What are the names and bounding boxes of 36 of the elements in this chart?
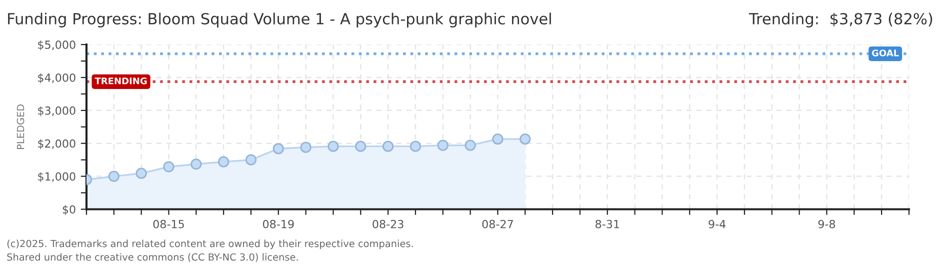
text: Shared under the creative commons (CC BY-NC 3.0) license.	[7, 253, 298, 262]
ref-line-label: GOAL	[872, 50, 899, 56]
point	[520, 134, 531, 145]
y-tick-label: $3,000	[38, 106, 76, 116]
point	[464, 140, 476, 151]
point	[218, 156, 230, 168]
y-tick-label: $2,000	[38, 139, 76, 150]
y-axis-title: PLEDGED	[16, 104, 24, 149]
x-tick-label: 08-27	[482, 220, 513, 228]
point	[245, 154, 257, 166]
x-tick-label: 08-15	[153, 220, 184, 228]
point	[437, 140, 448, 151]
x-tick-label: 08-19	[262, 220, 294, 228]
point	[190, 158, 202, 170]
point	[136, 168, 147, 179]
point	[163, 161, 174, 172]
y-tick-label: $0	[62, 205, 76, 216]
text: (c)2025. Trademarks and related content are owned by their respective companies.	[7, 240, 413, 250]
point	[410, 140, 422, 152]
ref-line-label: TRENDING	[94, 77, 147, 84]
y-tick-label: $5,000	[38, 40, 76, 50]
x-tick-label: 9-8	[818, 220, 836, 228]
x-tick-label: 8-31	[596, 220, 619, 228]
point	[272, 143, 284, 154]
point	[355, 140, 366, 152]
point	[300, 142, 312, 153]
y-tick-label: $4,000	[38, 73, 76, 84]
point	[492, 134, 504, 145]
x-tick-label: 9-4	[708, 220, 726, 228]
chart-title: Funding Progress: Bloom Squad Volume 1 - A psych-punk graphic novel	[8, 12, 551, 28]
chart-subtitle: Trending: $3,873 (82%)	[748, 12, 932, 28]
point	[108, 170, 120, 182]
point	[328, 140, 339, 152]
y-tick-label: $1,000	[38, 172, 76, 182]
point	[382, 140, 394, 152]
x-tick-label: 08-23	[372, 220, 404, 228]
